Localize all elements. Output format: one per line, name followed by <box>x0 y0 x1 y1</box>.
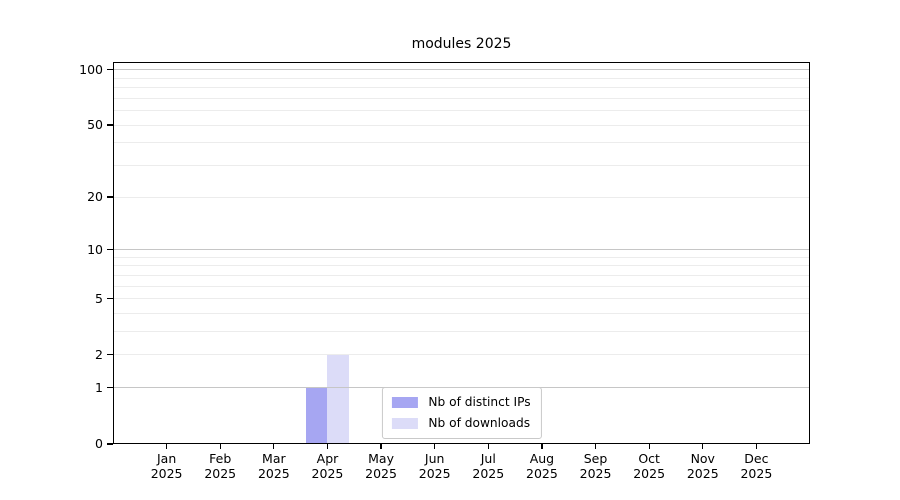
legend-entry: Nb of downloads <box>391 416 530 431</box>
x-tick <box>326 444 329 449</box>
legend-entry: Nb of distinct IPs <box>391 395 531 410</box>
minor-gridline <box>113 285 810 287</box>
bar-downloads <box>327 354 349 444</box>
y-tick-label: 2 <box>95 346 103 362</box>
y-tick <box>107 298 113 300</box>
y-tick-label: 50 <box>87 117 103 133</box>
minor-gridline <box>113 87 810 89</box>
x-tick-label: Jul 2025 <box>472 451 505 481</box>
plot-area: Nb of distinct IPs Nb of downloads <box>113 62 810 444</box>
bars-layer <box>113 62 810 444</box>
x-tick <box>702 444 704 449</box>
x-tick-label: Feb 2025 <box>204 451 237 481</box>
x-tick-label: Jan 2025 <box>150 451 183 481</box>
minor-gridline <box>113 298 810 300</box>
minor-gridline <box>113 142 810 144</box>
y-tick-label: 10 <box>87 241 103 257</box>
x-tick-label: Jun 2025 <box>418 451 451 481</box>
y-tick <box>107 124 113 126</box>
minor-gridline <box>113 196 810 198</box>
major-gridline <box>113 69 810 71</box>
x-tick <box>273 444 275 449</box>
minor-gridline <box>113 354 810 356</box>
minor-gridline <box>113 124 810 126</box>
bar-distinct-ips <box>306 387 328 444</box>
y-tick <box>107 69 113 71</box>
y-tick-label: 0 <box>95 436 103 451</box>
y-tick <box>107 196 113 198</box>
x-tick <box>166 444 168 449</box>
minor-gridline <box>113 110 810 112</box>
x-tick <box>541 444 543 449</box>
legend-swatch <box>391 418 418 429</box>
x-tick <box>648 444 650 449</box>
x-tick-label: Nov 2025 <box>686 451 719 481</box>
legend-label: Nb of downloads <box>428 416 531 430</box>
x-tick-label: Oct 2025 <box>633 451 666 481</box>
minor-gridline <box>113 97 810 99</box>
legend: Nb of distinct IPs Nb of downloads <box>381 387 542 439</box>
legend-swatch <box>391 397 418 408</box>
y-tick-label: 20 <box>87 189 103 205</box>
x-tick-label: Aug 2025 <box>526 451 558 481</box>
y-tick-label: 5 <box>95 290 103 306</box>
y-tick <box>107 387 113 389</box>
x-tick-label: Apr 2025 <box>311 451 344 481</box>
x-tick <box>594 444 597 449</box>
legend-label: Nb of distinct IPs <box>428 395 531 409</box>
x-tick <box>434 444 436 449</box>
minor-gridline <box>113 274 810 276</box>
minor-gridline <box>113 312 810 314</box>
chart-title: modules 2025 <box>411 36 512 52</box>
x-tick <box>755 444 757 449</box>
minor-gridline <box>113 331 810 333</box>
y-tick-label: 1 <box>95 379 103 395</box>
x-tick-label: Mar 2025 <box>257 451 290 481</box>
minor-gridline <box>113 77 810 79</box>
minor-gridline <box>113 265 810 267</box>
minor-gridline <box>113 164 810 166</box>
minor-gridline <box>113 256 810 258</box>
major-gridline <box>113 249 810 250</box>
x-tick <box>380 444 382 449</box>
x-tick <box>219 444 221 449</box>
x-tick <box>487 444 489 449</box>
y-tick <box>107 443 113 445</box>
x-tick-label: May 2025 <box>365 451 397 481</box>
y-tick-label: 100 <box>79 61 103 77</box>
y-tick <box>107 354 113 356</box>
x-tick-label: Dec 2025 <box>740 451 773 481</box>
y-tick <box>107 248 113 251</box>
x-tick-label: Sep 2025 <box>579 451 612 481</box>
